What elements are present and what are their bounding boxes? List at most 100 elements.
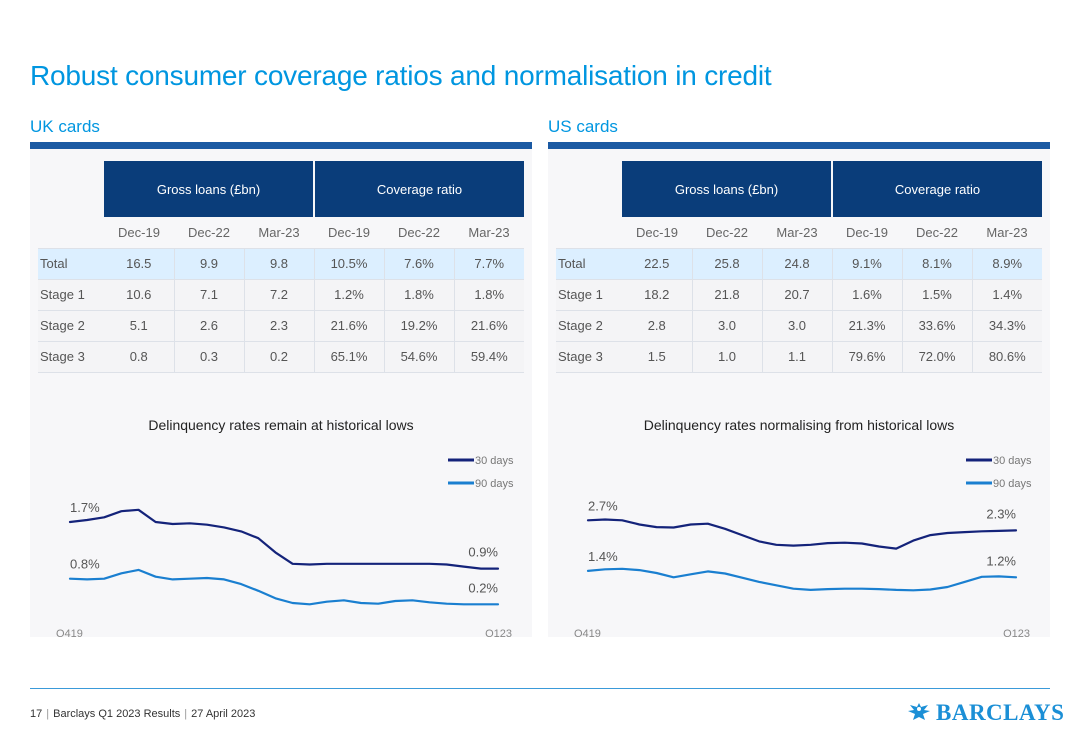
column-header: Dec-19 — [622, 217, 692, 249]
column-header: Mar-23 — [244, 217, 314, 249]
table-cell: 1.4% — [972, 279, 1042, 311]
panel-body: Gross loans (£bn) Coverage ratio Dec-19 … — [548, 149, 1050, 637]
table-corner — [556, 161, 622, 217]
row-label: Total — [556, 248, 622, 280]
footer-rule — [30, 688, 1050, 689]
table-cell: 7.7% — [454, 248, 524, 280]
eagle-icon — [908, 703, 930, 720]
panel-label-uk: UK cards — [30, 117, 100, 136]
group-header-coverage-ratio: Coverage ratio — [314, 161, 524, 217]
table-cell: 33.6% — [902, 310, 973, 342]
row-label: Stage 2 — [38, 310, 104, 342]
legend-label: 90 days — [475, 478, 514, 490]
table-row: Stage 1 10.6 7.1 7.2 1.2% 1.8% 1.8% — [38, 279, 524, 311]
column-header: Dec-22 — [902, 217, 972, 249]
legend-label: 30 days — [993, 455, 1032, 467]
table-cell: 2.8 — [622, 310, 693, 342]
table-cell: 21.8 — [692, 279, 763, 311]
column-header: Mar-23 — [454, 217, 524, 249]
column-header: Dec-19 — [832, 217, 902, 249]
footer-separator: | — [184, 708, 188, 720]
row-label: Stage 3 — [556, 341, 622, 373]
table-cell: 65.1% — [314, 341, 385, 373]
data-label-end: 1.2% — [986, 553, 1016, 568]
delinquency-chart-uk: Delinquency rates remain at historical l… — [30, 385, 532, 637]
table-cell: 80.6% — [972, 341, 1042, 373]
table-row: Stage 3 0.8 0.3 0.2 65.1% 54.6% 59.4% — [38, 341, 524, 373]
table-cell: 9.8 — [244, 248, 315, 280]
x-axis-start-label: Q419 — [56, 628, 83, 637]
footer-separator: | — [46, 708, 50, 720]
data-label-end: 2.3% — [986, 506, 1016, 521]
column-header: Dec-22 — [384, 217, 454, 249]
table-cell: 1.8% — [454, 279, 524, 311]
table-cell: 21.6% — [314, 310, 385, 342]
column-header: Dec-19 — [104, 217, 174, 249]
row-label: Stage 1 — [556, 279, 622, 311]
table-cell: 2.6 — [174, 310, 245, 342]
table-cell: 10.6 — [104, 279, 175, 311]
data-label-end: 0.2% — [468, 580, 498, 595]
table-cell: 34.3% — [972, 310, 1042, 342]
table-corner — [38, 161, 104, 217]
table-cell: 9.1% — [832, 248, 903, 280]
table-row: Total 22.5 25.8 24.8 9.1% 8.1% 8.9% — [556, 248, 1042, 280]
table-cell: 5.1 — [104, 310, 175, 342]
coverage-table-uk: Gross loans (£bn) Coverage ratio Dec-19 … — [38, 161, 524, 373]
table-cell: 21.6% — [454, 310, 524, 342]
chart-title: Delinquency rates normalising from histo… — [644, 417, 954, 433]
x-axis-start-label: Q419 — [574, 628, 601, 637]
column-header: Mar-23 — [972, 217, 1042, 249]
column-header: Dec-19 — [314, 217, 384, 249]
panel-label-us: US cards — [548, 117, 618, 136]
table-cell: 10.5% — [314, 248, 385, 280]
table-cell: 0.8 — [104, 341, 175, 373]
table-cell: 0.3 — [174, 341, 245, 373]
group-header-gross-loans: Gross loans (£bn) — [622, 161, 833, 217]
row-label: Stage 2 — [556, 310, 622, 342]
table-cell: 1.0 — [692, 341, 763, 373]
uk-cards-panel: UK cards Gross loans (£bn) Coverage rati… — [30, 114, 532, 637]
table-cell: 1.5 — [622, 341, 693, 373]
table-cell: 79.6% — [832, 341, 903, 373]
table-corner — [38, 217, 104, 249]
legend-label: 30 days — [475, 455, 514, 467]
panel-body: Gross loans (£bn) Coverage ratio Dec-19 … — [30, 149, 532, 637]
column-header: Mar-23 — [762, 217, 832, 249]
page-number: 17 — [30, 708, 43, 720]
chart-svg: Delinquency rates normalising from histo… — [574, 417, 1032, 637]
series-line-90-days — [586, 567, 1018, 592]
column-header: Dec-22 — [692, 217, 762, 249]
us-cards-panel: US cards Gross loans (£bn) Coverage rati… — [548, 114, 1050, 637]
table-corner — [556, 217, 622, 249]
table-cell: 0.2 — [244, 341, 315, 373]
table-row: Stage 2 5.1 2.6 2.3 21.6% 19.2% 21.6% — [38, 310, 524, 342]
logo-wordmark: BARCLAYS — [936, 700, 1065, 725]
table-cell: 24.8 — [762, 248, 833, 280]
table-cell: 7.6% — [384, 248, 455, 280]
table-cell: 1.1 — [762, 341, 833, 373]
table-cell: 25.8 — [692, 248, 763, 280]
delinquency-chart-us: Delinquency rates normalising from histo… — [548, 385, 1050, 637]
group-header-coverage-ratio: Coverage ratio — [832, 161, 1042, 217]
legend-label: 90 days — [993, 478, 1032, 490]
data-label-start: 1.7% — [70, 500, 100, 515]
footer-date: 27 April 2023 — [191, 708, 256, 720]
coverage-table-us: Gross loans (£bn) Coverage ratio Dec-19 … — [556, 161, 1042, 373]
data-label-start: 1.4% — [588, 549, 618, 564]
column-header: Dec-22 — [174, 217, 244, 249]
table-cell: 72.0% — [902, 341, 973, 373]
table-cell: 7.2 — [244, 279, 315, 311]
table-cell: 3.0 — [692, 310, 763, 342]
table-row: Stage 3 1.5 1.0 1.1 79.6% 72.0% 80.6% — [556, 341, 1042, 373]
table-cell: 8.1% — [902, 248, 973, 280]
row-label: Stage 3 — [38, 341, 104, 373]
table-row: Stage 1 18.2 21.8 20.7 1.6% 1.5% 1.4% — [556, 279, 1042, 311]
series-line-30-days — [68, 508, 500, 570]
data-label-start: 0.8% — [70, 557, 100, 572]
table-cell: 7.1 — [174, 279, 245, 311]
data-label-start: 2.7% — [588, 498, 618, 513]
series-line-90-days — [68, 568, 500, 606]
table-cell: 8.9% — [972, 248, 1042, 280]
row-label: Total — [38, 248, 104, 280]
